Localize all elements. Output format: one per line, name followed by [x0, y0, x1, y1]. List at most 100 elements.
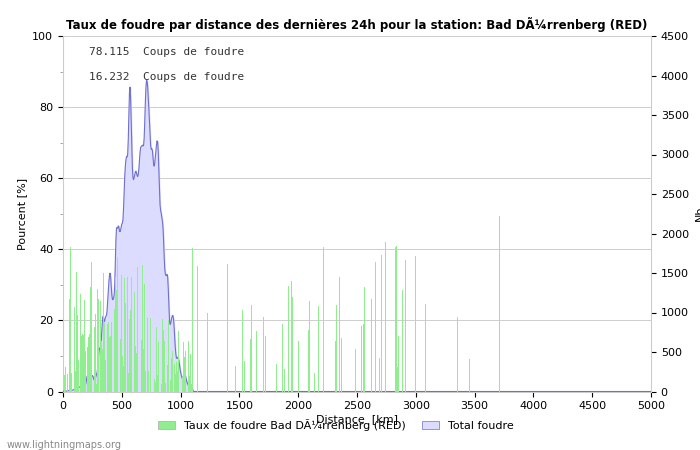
Bar [69, 299, 70, 392]
Bar [457, 317, 458, 392]
Bar [190, 354, 191, 392]
Bar [227, 264, 228, 392]
Bar [102, 349, 103, 392]
Bar [91, 262, 92, 392]
Bar [110, 336, 111, 392]
Bar [284, 369, 285, 392]
Bar [73, 229, 74, 392]
Bar [76, 272, 77, 392]
Bar [242, 310, 243, 392]
Bar [360, 326, 362, 392]
Bar [308, 330, 309, 392]
Bar [75, 371, 76, 392]
Text: www.lightningmaps.org: www.lightningmaps.org [7, 440, 122, 450]
Bar [99, 301, 101, 392]
Bar [163, 329, 164, 392]
Bar [120, 274, 122, 392]
Bar [256, 330, 257, 392]
Bar [150, 318, 151, 392]
Bar [499, 216, 500, 392]
Bar [244, 361, 245, 392]
Bar [158, 342, 160, 392]
Bar [109, 337, 110, 392]
Bar [189, 376, 190, 392]
Bar [335, 341, 336, 392]
Bar [142, 265, 143, 392]
Bar [115, 277, 116, 392]
Bar [336, 305, 337, 392]
Bar [125, 303, 127, 392]
Bar [154, 379, 155, 392]
Bar [179, 361, 181, 392]
X-axis label: Distance  [km]: Distance [km] [316, 414, 398, 424]
Bar [64, 374, 65, 392]
Bar [251, 305, 252, 392]
Bar [162, 319, 163, 392]
Bar [139, 274, 141, 392]
Title: Taux de foudre par distance des dernières 24h pour la station: Bad DÃ¼rrenberg (: Taux de foudre par distance des dernière… [66, 17, 648, 32]
Bar [96, 384, 97, 392]
Bar [175, 374, 176, 392]
Bar [106, 324, 108, 392]
Bar [178, 331, 179, 392]
Bar [433, 296, 435, 392]
Bar [341, 338, 342, 392]
Bar [318, 306, 319, 392]
Bar [191, 384, 193, 392]
Bar [156, 328, 157, 392]
Bar [469, 359, 470, 392]
Bar [122, 356, 123, 392]
Bar [94, 327, 95, 392]
Bar [172, 351, 174, 392]
Bar [396, 246, 397, 392]
Bar [291, 281, 292, 392]
Bar [78, 360, 79, 392]
Bar [74, 307, 75, 392]
Bar [80, 336, 82, 392]
Bar [132, 359, 134, 392]
Bar [164, 341, 165, 392]
Bar [104, 324, 105, 392]
Bar [363, 324, 364, 392]
Bar [101, 341, 102, 392]
Text: 16.232  Coups de foudre: 16.232 Coups de foudre [90, 72, 245, 81]
Bar [197, 266, 198, 392]
Bar [77, 315, 78, 392]
Bar [143, 349, 144, 392]
Bar [144, 284, 145, 392]
Y-axis label: Nb: Nb [694, 206, 700, 221]
Bar [128, 373, 129, 392]
Bar [66, 374, 68, 392]
Bar [183, 342, 184, 392]
Bar [374, 262, 376, 392]
Bar [117, 257, 118, 392]
Bar [123, 365, 124, 392]
Text: 78.115  Coups de foudre: 78.115 Coups de foudre [90, 47, 245, 57]
Bar [130, 310, 131, 392]
Bar [111, 322, 112, 392]
Bar [129, 320, 130, 392]
Bar [364, 287, 365, 392]
Bar [473, 325, 475, 392]
Bar [397, 367, 398, 392]
Bar [263, 317, 264, 392]
Bar [250, 339, 251, 392]
Bar [414, 256, 416, 392]
Bar [309, 301, 310, 392]
Bar [116, 290, 117, 392]
Bar [137, 267, 138, 392]
Bar [161, 384, 162, 392]
Bar [88, 337, 89, 392]
Bar [165, 382, 167, 392]
Bar [206, 313, 207, 392]
Bar [405, 260, 406, 392]
Bar [276, 364, 277, 392]
Bar [103, 273, 104, 392]
Y-axis label: Pourcent [%]: Pourcent [%] [17, 178, 27, 250]
Bar [85, 351, 86, 392]
Bar [70, 247, 71, 392]
Bar [84, 301, 85, 392]
Bar [168, 320, 169, 392]
Bar [97, 288, 98, 392]
Bar [170, 380, 171, 392]
